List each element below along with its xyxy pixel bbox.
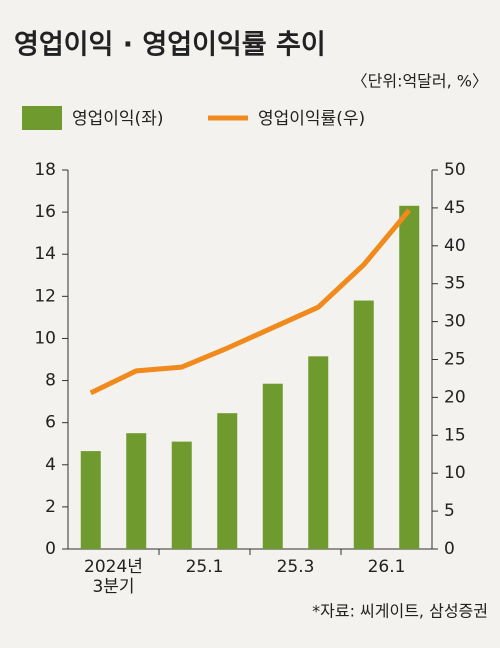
bar — [353, 300, 374, 549]
chart-title: 영업이익 · 영업이익률 추이 — [14, 30, 326, 61]
source-note: *자료: 씨게이트, 삼성증권 — [312, 602, 488, 621]
y-tick-label: 0 — [45, 539, 56, 559]
x-tick-label: 2024년 3분기 — [84, 557, 143, 597]
bar — [80, 451, 101, 549]
y-tick-label: 16 — [34, 202, 56, 222]
legend-swatch — [22, 106, 62, 130]
bar — [399, 205, 420, 550]
line — [89, 208, 412, 396]
legend-label: 영업이익률(우) — [258, 109, 365, 129]
y2-tick-label: 25 — [444, 350, 466, 370]
y-tick-label: 2 — [45, 497, 56, 517]
y2-tick-label: 20 — [444, 387, 466, 407]
legend-label: 영업이익(좌) — [72, 109, 163, 129]
y2-tick-label: 15 — [444, 425, 466, 445]
y-tick-label: 6 — [45, 413, 56, 433]
y2-tick-label: 50 — [444, 160, 466, 180]
y-tick-label: 8 — [45, 371, 56, 391]
x-tick-label: 25.1 — [185, 557, 224, 577]
y-tick-label: 18 — [34, 160, 56, 180]
y2-tick-label: 35 — [444, 274, 466, 294]
y-tick-label: 12 — [34, 286, 56, 306]
bar — [308, 356, 329, 549]
chart-subtitle: 〈단위:억달러, %〉 — [352, 72, 488, 91]
y2-tick-label: 40 — [444, 236, 466, 256]
x-tick-label: 25.3 — [276, 557, 315, 577]
bar — [217, 413, 238, 549]
y2-tick-label: 30 — [444, 312, 466, 332]
y-tick-label: 4 — [45, 455, 56, 475]
y2-tick-label: 10 — [444, 463, 466, 483]
bar — [171, 441, 192, 549]
y2-tick-label: 0 — [444, 539, 455, 559]
y-tick-label: 14 — [34, 244, 56, 264]
y2-tick-label: 5 — [444, 501, 455, 521]
y2-tick-label: 45 — [444, 198, 466, 218]
y-tick-label: 10 — [34, 328, 56, 348]
bar — [126, 433, 147, 549]
bar — [262, 383, 283, 549]
x-tick-label: 26.1 — [367, 557, 406, 577]
